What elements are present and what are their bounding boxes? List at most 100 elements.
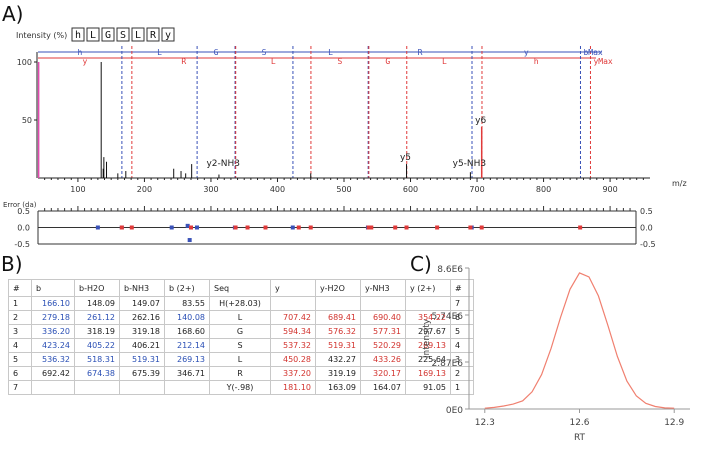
mz-tick-label: 300 (203, 185, 218, 194)
table-header-cell: y-H2O (315, 279, 361, 297)
mz-tick-label: 600 (403, 185, 418, 194)
table-header-cell: Seq (209, 279, 271, 297)
b-error-point (290, 225, 295, 230)
table-header-cell: y-NH3 (360, 279, 406, 297)
table-cell: 2 (450, 366, 474, 381)
y-ladder-label: L (271, 57, 276, 66)
peak-annotation-group: y2-NH3 y5 y5-NH3 y6 (206, 116, 486, 169)
y-ladder-label: R (181, 57, 186, 66)
table-row: 5 536.32 518.31 519.31 269.13 L 450.28 432.27 43… (8, 352, 474, 367)
error-tick-label-right: 0.5 (640, 207, 653, 216)
mz-axis-title: m/z (672, 179, 687, 188)
sequence-box (161, 27, 175, 42)
y-error-point (435, 225, 440, 230)
table-row: 6 692.42 674.38 675.39 346.71 R 337.20 319.19 32… (8, 366, 474, 381)
b-ladder-label: G (214, 48, 219, 57)
xic-y-tick-label: 0E0 (446, 406, 463, 416)
sequence-residue: L (135, 30, 141, 41)
y-error-point (189, 225, 193, 230)
mz-tick-label: 100 (70, 185, 85, 194)
error-tick-label-left: -0.5 (14, 240, 30, 249)
mz-tick-label: 900 (602, 185, 617, 194)
spectrum-axes: 100 200 300 400 500 600 700 800 900 50 100 (17, 52, 650, 194)
y-error-point (296, 225, 301, 230)
xic-x-tick-label: 12.3 (475, 418, 495, 428)
mz-tick-label: 500 (336, 185, 351, 194)
sequence-box (146, 27, 160, 42)
b-ladder-label: bMax (583, 48, 602, 57)
table-header-cell: b (2+) (164, 279, 210, 297)
sequence-box (71, 27, 85, 42)
panel-label-c: C) (410, 252, 432, 276)
y-error-point (366, 225, 371, 230)
table-cell: 91.05 (405, 380, 451, 395)
intensity-tick-label: 100 (17, 58, 32, 67)
table-header-cell: b-NH3 (119, 279, 165, 297)
table-row: 7 Y(-.98) 181.10 163.09 164.07 91.05 1 (8, 380, 474, 395)
y-ladder-label: S (337, 57, 342, 66)
intensity-tick-label: 50 (22, 116, 32, 125)
y-error-point (245, 225, 250, 230)
y-error-point (393, 225, 398, 230)
xic-x-tick-label: 12.9 (664, 418, 684, 428)
y-ladder-label: y (83, 57, 88, 66)
sequence-residue: h (75, 30, 81, 41)
b-ladder-label: L (328, 48, 333, 57)
xic-trace (484, 272, 675, 409)
y-error-point (468, 225, 473, 230)
mz-tick-label: 400 (270, 185, 285, 194)
sequence-residue: y (165, 30, 171, 41)
error-tick-label-left: 0.0 (17, 224, 30, 233)
table-header-cell: # (8, 279, 32, 297)
peak-annotation: y5-NH3 (453, 159, 487, 169)
sequence-residue: R (150, 30, 157, 41)
xic-chart: 0E0 2.87E6 5.74E6 8.6E6 12.3 12.6 12.9 RT Intens… (422, 265, 690, 443)
xic-y-tick-label: 5.74E6 (432, 312, 464, 322)
peak-annotation: y5 (400, 153, 411, 163)
peak-group (37, 62, 483, 178)
error-tick-label-left: 0.5 (17, 207, 30, 216)
mz-tick-label: 200 (137, 185, 152, 194)
table-row: 3 336.20 318.19 319.18 168.60 G 594.34 576.32 57… (8, 324, 474, 339)
y-ladder-label: yMax (593, 57, 612, 66)
fragment-table-body: 1 166.10 148.09 149.07 83.55 H(+28.03) 7 2 279.1… (8, 296, 474, 395)
b-error-point (95, 225, 100, 230)
intensity-axis-title: Intensity (%) (16, 31, 67, 40)
table-row: 2 279.18 261.12 262.16 140.08 L 707.42 689.41 69… (8, 310, 474, 325)
xic-x-tick-label: 12.6 (569, 418, 589, 428)
table-cell: 163.09 (315, 380, 361, 395)
y-error-point (233, 225, 238, 230)
sequence-box (131, 27, 145, 42)
y-error-point (479, 225, 484, 230)
y-error-point (308, 225, 313, 230)
y-ladder-label: h (534, 57, 539, 66)
sequence-box (101, 27, 115, 42)
y-ladder-label: G (385, 57, 390, 66)
b-ladder-label: h (78, 48, 83, 57)
panel-label-b: B) (1, 252, 23, 276)
b-error-point (185, 223, 190, 228)
mz-tick-label: 700 (469, 185, 484, 194)
error-plot: 0.5 0.5 0.0 0.0 -0.5 -0.5 (14, 206, 656, 249)
error-tick-label-right: -0.5 (640, 240, 656, 249)
error-axis-title: Error (da) (3, 201, 37, 209)
xic-y-axis-title: Intensity (422, 318, 432, 358)
panel-label-a: A) (2, 2, 24, 26)
y-error-point (578, 225, 583, 230)
peak-annotation: y6 (475, 116, 486, 126)
b-ladder-label: S (262, 48, 267, 57)
b-error-point (169, 225, 174, 230)
xic-x-axis-title: RT (574, 433, 586, 443)
y-error-point (119, 225, 124, 230)
fragment-table: # b b-H2O b-NH3 b (2+) Seq y y-H2O y-NH3 y (2+) # … (8, 279, 474, 395)
sequence-residue: G (105, 30, 111, 41)
b-ladder-label: R (418, 48, 423, 57)
sequence-residue: S (120, 30, 126, 41)
b-ladder-label: y (524, 48, 529, 57)
xic-y-tick-label: 2.87E6 (432, 359, 464, 369)
y-ladder-label: L (442, 57, 447, 66)
